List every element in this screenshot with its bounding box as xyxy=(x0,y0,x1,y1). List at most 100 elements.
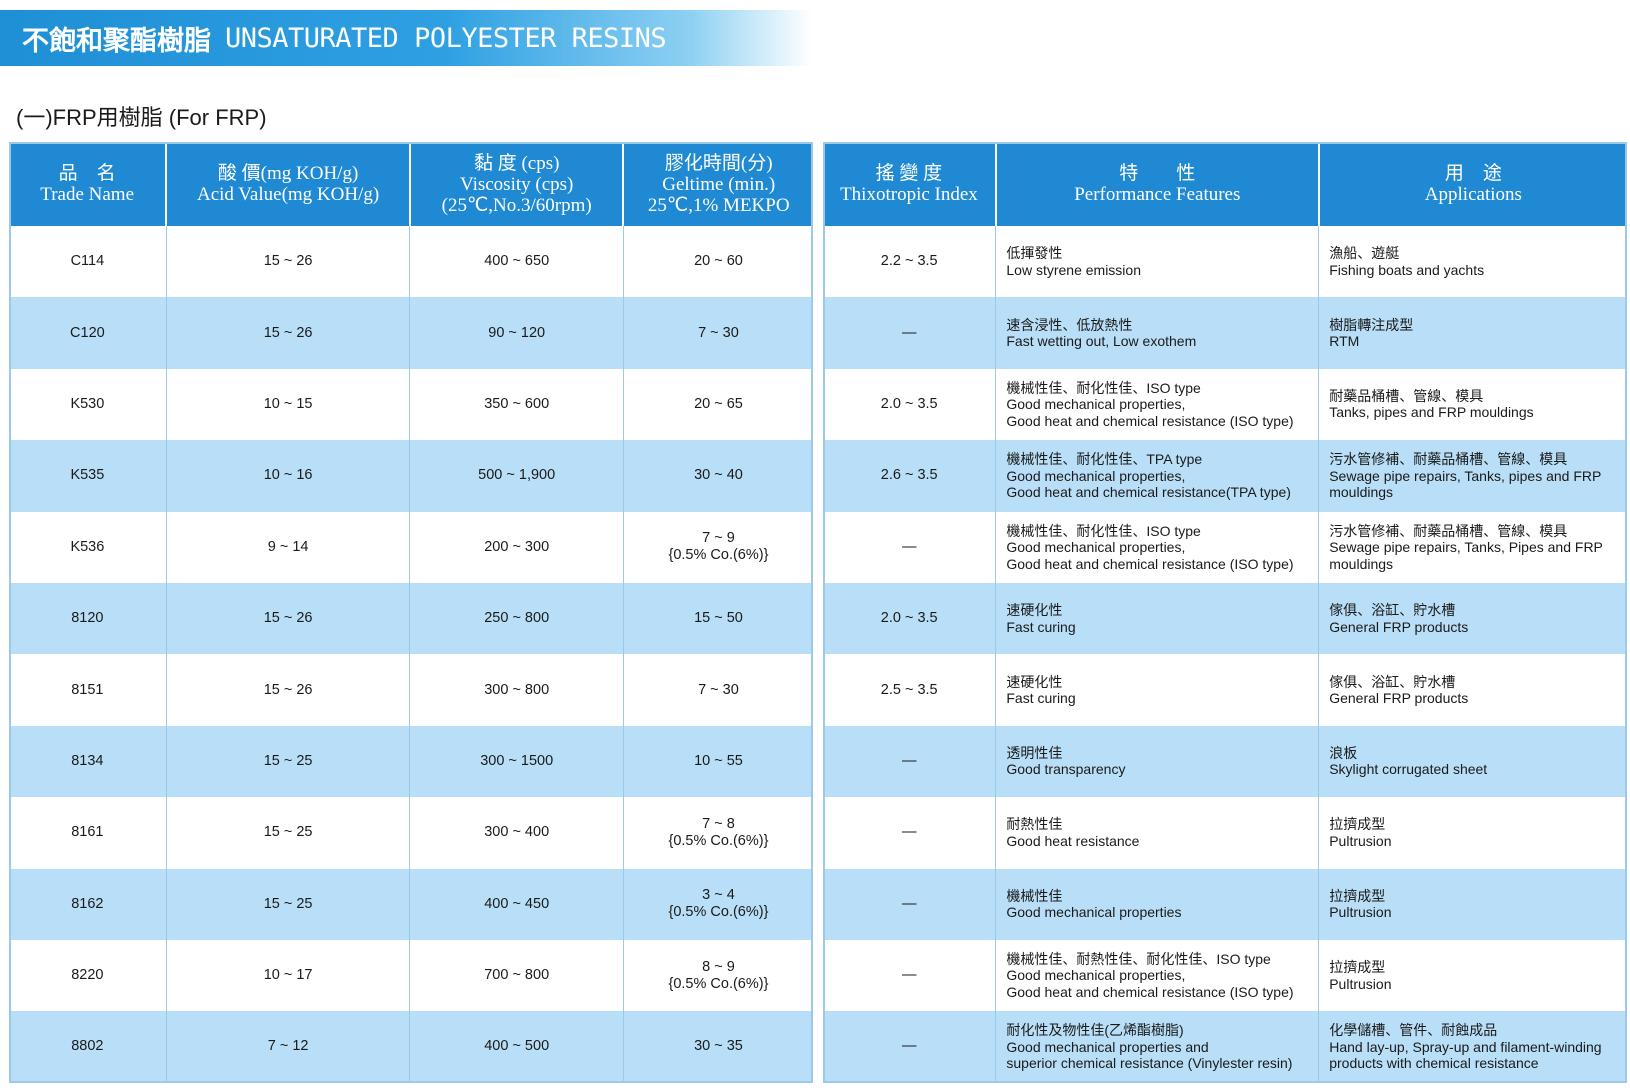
col-header-acid-value: 酸 價(mg KOH/g) Acid Value(mg KOH/g) xyxy=(165,142,410,226)
cell-features-line: Good heat and chemical resistance (ISO t… xyxy=(1006,983,1294,1000)
cell-features: 機械性佳、耐化性佳、TPA type Good mechanical proper… xyxy=(995,440,1319,512)
resin-table-right: 搖 變 度 Thixotropic Index 特 性 Performance Fe… xyxy=(823,142,1627,1083)
cell-acid-value: 15 ~ 25 xyxy=(165,725,410,798)
table-row: 8134 15 ~ 25 300 ~ 1500 10 ~ 55 xyxy=(9,725,813,798)
cell-trade-name: K535 xyxy=(9,440,167,512)
cell-features-line: Good heat and chemical resistance(TPA ty… xyxy=(1006,484,1291,501)
cell-features-line: Low styrene emission xyxy=(1006,261,1141,278)
cell-applications-line: RTM xyxy=(1329,333,1360,350)
cell-thixotropic-index: — xyxy=(823,939,996,1012)
col-header-thixotropic-index: 搖 變 度 Thixotropic Index xyxy=(823,142,996,226)
table-row: 2.6 ~ 3.5 機械性佳、耐化性佳、TPA type Good mechanic… xyxy=(823,440,1627,512)
page-title-en: UNSATURATED POLYESTER RESINS xyxy=(225,22,667,54)
col-header-performance-features: 特 性 Performance Features xyxy=(994,142,1319,226)
table-row: 2.5 ~ 3.5 速硬化性 Fast curing 傢俱、浴缸、貯水槽 General… xyxy=(823,654,1627,726)
header-row-right: 搖 變 度 Thixotropic Index 特 性 Performance Fe… xyxy=(823,142,1627,226)
table-row: — 速含浸性、低放熱性 Fast wetting out, Low exothem 樹… xyxy=(823,297,1627,369)
cell-features-line: 速硬化性 xyxy=(1006,673,1063,690)
cell-features-line: 機械性佳、耐化性佳、TPA type xyxy=(1006,451,1203,468)
cell-acid-value: 10 ~ 16 xyxy=(165,440,410,512)
cell-features: 速含浸性、低放熱性 Fast wetting out, Low exothem xyxy=(995,297,1319,369)
cell-thixotropic-index: — xyxy=(823,297,996,369)
cell-applications-line: 耐藥品桶槽、管線、模具 xyxy=(1329,387,1484,404)
cell-applications-line: Skylight corrugated sheet xyxy=(1329,761,1488,778)
cell-trade-name: 8120 xyxy=(9,582,167,655)
cell-geltime-line: 7 ~ 8 xyxy=(702,815,735,832)
cell-trade-name: 8220 xyxy=(9,939,167,1012)
cell-features: 機械性佳、耐化性佳、ISO type Good mechanical proper… xyxy=(995,368,1319,441)
cell-applications: 污水管修補、耐藥品桶槽、管線、模具 Sewage pipe repairs, Ta… xyxy=(1318,440,1627,512)
cell-features-line: 速硬化性 xyxy=(1006,602,1063,619)
cell-thixotropic-index: — xyxy=(823,1011,996,1083)
cell-features-line: 機械性佳 xyxy=(1006,887,1063,904)
cell-acid-value: 9 ~ 14 xyxy=(165,511,410,583)
cell-applications-line: 傢俱、浴缸、貯水槽 xyxy=(1329,673,1456,690)
cell-geltime-line: 7 ~ 9 xyxy=(702,530,735,547)
table-row: 2.0 ~ 3.5 機械性佳、耐化性佳、ISO type Good mechanic… xyxy=(823,368,1627,441)
table-row: 8802 7 ~ 12 400 ~ 500 30 ~ 35 xyxy=(9,1011,813,1083)
cell-features: 機械性佳、耐熱性佳、耐化性佳、ISO type Good mechanical p… xyxy=(995,939,1319,1012)
cell-features: 速硬化性 Fast curing xyxy=(995,582,1319,655)
table-row: 8162 15 ~ 25 400 ~ 450 3 ~ 4 {0.5% Co.(6%)} xyxy=(9,868,813,940)
cell-features: 耐化性及物性佳(乙烯酯樹脂) Good mechanical properties… xyxy=(995,1011,1319,1083)
cell-geltime-line: 7 ~ 30 xyxy=(698,324,739,341)
resin-table-left: 品 名 Trade Name 酸 價(mg KOH/g) Acid Value(mg… xyxy=(9,142,813,1083)
cell-viscosity: 250 ~ 800 xyxy=(409,582,624,655)
cell-features: 透明性佳 Good transparency xyxy=(995,725,1319,798)
cell-applications-line: 拉擠成型 xyxy=(1329,816,1386,833)
cell-applications: 拉擠成型 Pultrusion xyxy=(1318,797,1627,869)
cell-applications-line: General FRP products xyxy=(1329,618,1469,635)
cell-trade-name: K530 xyxy=(9,368,167,441)
cell-features-line: Good transparency xyxy=(1006,761,1126,778)
cell-geltime-line: {0.5% Co.(6%)} xyxy=(668,547,769,564)
cell-geltime: 3 ~ 4 {0.5% Co.(6%)} xyxy=(622,868,813,940)
table-row: 8151 15 ~ 26 300 ~ 800 7 ~ 30 xyxy=(9,654,813,726)
cell-acid-value: 15 ~ 25 xyxy=(165,797,410,869)
cell-viscosity: 700 ~ 800 xyxy=(409,939,624,1012)
cell-geltime: 7 ~ 30 xyxy=(622,654,813,726)
cell-geltime-line: 20 ~ 65 xyxy=(694,395,743,412)
cell-applications-line: Pultrusion xyxy=(1329,904,1392,921)
table-row: C120 15 ~ 26 90 ~ 120 7 ~ 30 xyxy=(9,297,813,369)
cell-applications: 浪板 Skylight corrugated sheet xyxy=(1318,725,1627,798)
cell-geltime-line: 30 ~ 35 xyxy=(694,1038,743,1055)
cell-features: 低揮發性 Low styrene emission xyxy=(995,226,1319,298)
cell-viscosity: 400 ~ 450 xyxy=(409,868,624,940)
cell-features-line: Fast curing xyxy=(1006,618,1076,635)
cell-features: 機械性佳、耐化性佳、ISO type Good mechanical proper… xyxy=(995,511,1319,583)
cell-features-line: Good mechanical properties, xyxy=(1006,539,1186,555)
table-row: C114 15 ~ 26 400 ~ 650 20 ~ 60 xyxy=(9,226,813,298)
cell-geltime-line: 30 ~ 40 xyxy=(694,467,743,484)
cell-thixotropic-index: — xyxy=(823,725,996,798)
cell-applications-line: Pultrusion xyxy=(1329,975,1392,992)
cell-geltime-line: 8 ~ 9 xyxy=(702,958,735,975)
cell-applications-line: Hand lay-up, Spray-up and filament-windi… xyxy=(1329,1038,1602,1055)
cell-applications-line: mouldings xyxy=(1329,555,1394,572)
cell-features-line: 透明性佳 xyxy=(1006,744,1063,761)
cell-trade-name: 8161 xyxy=(9,797,167,869)
cell-applications: 化學儲槽、管件、耐蝕成品 Hand lay-up, Spray-up and fi… xyxy=(1318,1011,1627,1083)
cell-applications-line: Sewage pipe repairs, Tanks, pipes and FR… xyxy=(1329,467,1602,484)
cell-features-line: 機械性佳、耐化性佳、ISO type xyxy=(1006,522,1201,539)
cell-geltime: 20 ~ 65 xyxy=(622,368,813,441)
cell-thixotropic-index: — xyxy=(823,868,996,940)
cell-applications-line: products with chemical resistance xyxy=(1329,1055,1539,1072)
cell-viscosity: 300 ~ 400 xyxy=(409,797,624,869)
section-title: (一)FRP用樹脂 (For FRP) xyxy=(16,105,267,130)
header-row-left: 品 名 Trade Name 酸 價(mg KOH/g) Acid Value(mg… xyxy=(9,142,813,226)
cell-applications: 耐藥品桶槽、管線、模具 Tanks, pipes and FRP moulding… xyxy=(1318,368,1627,441)
cell-features-line: 機械性佳、耐化性佳、ISO type xyxy=(1006,379,1201,396)
col-header-viscosity: 黏 度 (cps) Viscosity (cps) (25℃,No.3/60rpm) xyxy=(408,142,624,226)
cell-applications-line: General FRP products xyxy=(1329,690,1469,707)
cell-geltime: 30 ~ 35 xyxy=(622,1011,813,1083)
cell-acid-value: 10 ~ 17 xyxy=(165,939,410,1012)
cell-features-line: Good mechanical properties, xyxy=(1006,396,1186,413)
cell-geltime-line: {0.5% Co.(6%)} xyxy=(668,904,769,921)
table-row: — 耐熱性佳 Good heat resistance 拉擠成型 Pultrusion xyxy=(823,797,1627,869)
cell-thixotropic-index: 2.6 ~ 3.5 xyxy=(823,440,996,512)
cell-trade-name: C120 xyxy=(9,297,167,369)
cell-viscosity: 400 ~ 500 xyxy=(409,1011,624,1083)
table-row: 2.2 ~ 3.5 低揮發性 Low styrene emission 漁船、遊艇 Fi… xyxy=(823,226,1627,298)
cell-applications: 傢俱、浴缸、貯水槽 General FRP products xyxy=(1318,582,1627,655)
cell-trade-name: 8134 xyxy=(9,725,167,798)
